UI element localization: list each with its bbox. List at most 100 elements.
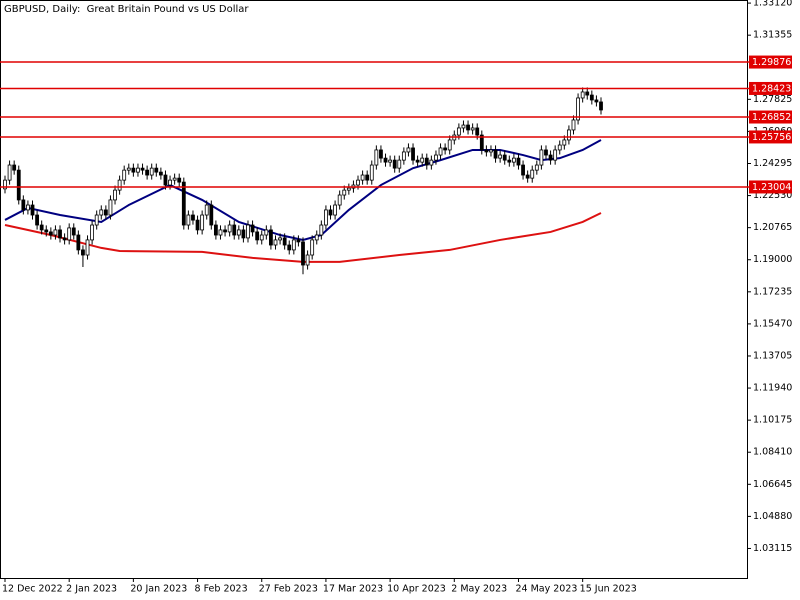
candle-body	[511, 157, 516, 163]
level-label: 1.23004	[752, 182, 791, 193]
candle-body	[438, 147, 443, 156]
candle-body	[319, 224, 324, 236]
candle-body	[401, 151, 406, 161]
level-label-box	[749, 130, 792, 144]
y-tick-label: 1.33120	[753, 0, 792, 9]
candle-body	[250, 224, 255, 233]
candle-body	[30, 204, 35, 216]
candle-body	[443, 147, 448, 151]
candle-body	[246, 224, 250, 239]
y-tick-label: 1.08410	[753, 447, 792, 458]
candle-body	[21, 199, 26, 211]
candle-body	[567, 129, 571, 141]
candle-body	[489, 149, 493, 153]
candle-body	[571, 119, 576, 131]
y-tick-label: 1.17235	[753, 286, 792, 297]
candle-body	[314, 234, 319, 241]
candle-body	[241, 229, 246, 239]
candle-body	[392, 159, 397, 169]
candle-body	[424, 157, 429, 166]
candle-body	[553, 149, 558, 161]
candle-body	[356, 179, 360, 186]
candle-body	[3, 179, 7, 190]
candle-body	[470, 127, 475, 131]
candle-body	[544, 149, 548, 156]
candle-body	[58, 229, 62, 239]
candle-body	[227, 224, 232, 233]
candle-body	[273, 239, 278, 246]
candle-body	[328, 209, 333, 216]
candle-body	[26, 204, 30, 211]
candle-body	[342, 189, 347, 196]
level-label-box	[749, 81, 792, 95]
candle-body	[67, 227, 72, 241]
y-tick-label: 1.06645	[753, 479, 792, 490]
candle-body	[218, 229, 223, 236]
y-tick-label: 1.22530	[753, 190, 792, 201]
moving-average	[4, 139, 602, 241]
x-tick-label: 2 May 2023	[451, 584, 507, 595]
x-tick-label: 20 Jan 2023	[130, 584, 187, 595]
candle-body	[223, 229, 227, 233]
candle-body	[140, 167, 145, 171]
candle-body	[163, 174, 168, 186]
candle-body	[379, 149, 383, 159]
level-label-box	[749, 110, 792, 124]
candle-body	[580, 91, 585, 99]
candle-body	[103, 209, 108, 216]
candle-body	[94, 214, 99, 226]
candle-body	[534, 164, 539, 171]
candle-body	[530, 169, 535, 179]
y-tick-label: 1.10175	[753, 415, 792, 426]
candle-body	[388, 159, 393, 163]
candle-body	[291, 239, 296, 251]
candle-body	[186, 214, 191, 226]
candle-body	[415, 159, 420, 163]
candle-body	[466, 124, 470, 131]
y-tick-label: 1.13705	[753, 350, 792, 361]
candle-body	[374, 149, 379, 166]
candle-body	[53, 229, 58, 236]
candle-body	[434, 154, 438, 161]
y-tick-label: 1.27825	[753, 94, 792, 105]
x-tick-label: 10 Apr 2023	[387, 584, 446, 595]
candle-body	[548, 154, 553, 161]
y-tick-label: 1.04880	[753, 511, 792, 522]
candle-body	[360, 174, 365, 181]
y-tick-label: 1.15470	[753, 318, 792, 329]
candle-body	[475, 127, 480, 136]
candle-body	[191, 214, 195, 221]
candle-body	[126, 167, 131, 171]
candle-body	[172, 177, 177, 181]
candle-body	[269, 229, 273, 246]
candle-body	[81, 249, 85, 256]
candle-body	[502, 154, 507, 161]
candle-body	[539, 149, 544, 166]
candle-body	[525, 174, 530, 179]
y-tick-label: 1.24295	[753, 158, 792, 169]
candle-body	[16, 169, 21, 201]
candle-body	[213, 224, 218, 236]
y-tick-label: 1.20765	[753, 222, 792, 233]
candle-body	[346, 187, 351, 191]
candle-body	[62, 237, 67, 241]
candle-body	[397, 159, 402, 169]
candle-body	[479, 134, 484, 151]
candle-body	[516, 157, 521, 166]
candle-body	[209, 204, 214, 226]
candle-body	[447, 139, 452, 151]
candle-body	[48, 231, 53, 236]
candle-body	[131, 167, 136, 173]
candle-body	[145, 169, 150, 176]
candle-body	[278, 237, 282, 241]
candle-body	[90, 224, 95, 241]
candle-body	[594, 99, 599, 103]
level-label-box	[749, 180, 792, 194]
x-tick-label: 2 Jan 2023	[66, 584, 117, 595]
x-tick-label: 15 Jun 2023	[580, 584, 637, 595]
y-tick-label: 1.31355	[753, 30, 792, 41]
level-label: 1.25756	[752, 132, 791, 143]
candle-body	[383, 157, 388, 163]
